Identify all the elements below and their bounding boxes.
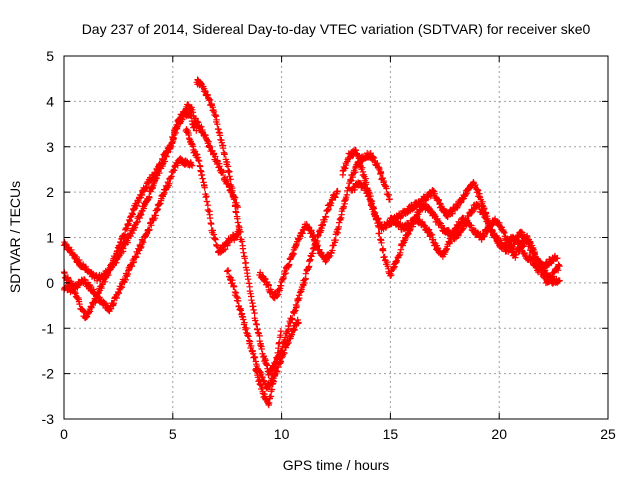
data-points-track-h: [252, 328, 285, 409]
data-points-track-f: [193, 76, 341, 379]
data-points-track-l: [387, 201, 563, 287]
y-tick-label: 2: [46, 184, 54, 200]
data-marks: [60, 76, 563, 409]
x-tick-label: 25: [600, 426, 616, 442]
y-tick-label: -1: [42, 320, 55, 336]
series-track-h: [252, 328, 285, 409]
data-points-track-d: [182, 126, 244, 256]
y-tick-label: -2: [42, 366, 55, 382]
y-axis-label: SDTVAR / TECUs: [7, 181, 23, 293]
series-track-l: [387, 201, 563, 287]
x-tick-label: 15: [383, 426, 399, 442]
axis-ticks: 0 5 10 15 20 25 -3 -2 -1 0 1 2 3 4 5: [42, 48, 616, 442]
y-tick-label: 4: [46, 93, 54, 109]
data-points-track-b: [61, 101, 200, 322]
y-tick-label: 5: [46, 48, 54, 64]
x-tick-label: 20: [491, 426, 507, 442]
x-tick-label: 10: [274, 426, 290, 442]
chart-title: Day 237 of 2014, Sidereal Day-to-day VTE…: [82, 21, 591, 37]
x-tick-label: 5: [169, 426, 177, 442]
x-tick-label: 0: [60, 426, 68, 442]
x-axis-label: GPS time / hours: [283, 457, 390, 473]
series-track-b: [61, 101, 200, 322]
y-tick-label: 3: [46, 139, 54, 155]
y-tick-label: 0: [46, 275, 54, 291]
y-tick-label: -3: [42, 411, 55, 427]
series-track-d: [182, 126, 244, 256]
y-tick-label: 1: [46, 230, 54, 246]
series-track-f: [193, 76, 341, 379]
